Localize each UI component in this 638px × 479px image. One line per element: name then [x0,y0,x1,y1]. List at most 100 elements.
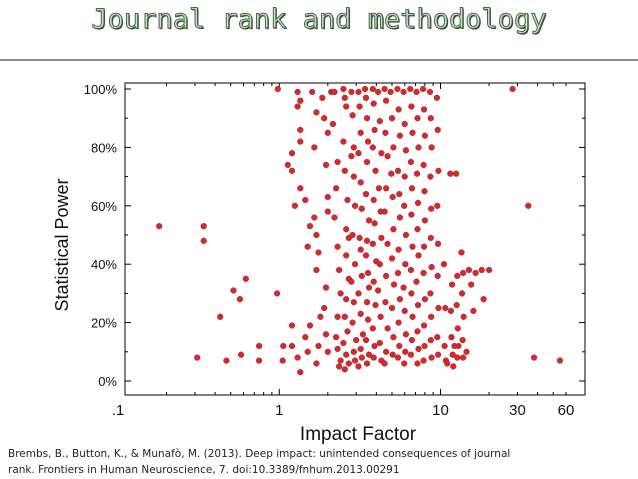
data-point [401,173,408,180]
data-point [297,126,304,133]
data-point [288,342,296,350]
data-point [427,337,434,344]
data-point [349,112,356,119]
data-point [337,290,344,297]
data-point [434,202,441,209]
data-point [357,246,364,253]
data-point [434,272,441,280]
y-axis-ticks [125,88,585,382]
data-point [414,115,421,122]
data-point [364,138,372,145]
data-point [376,117,383,125]
data-point [365,351,373,358]
data-point [394,85,401,93]
data-point [396,342,403,350]
data-point [460,354,467,361]
data-point [156,223,163,230]
data-point [415,144,422,151]
data-point [362,337,370,344]
data-point [470,307,477,315]
x-tick-label: 30 [509,402,526,419]
x-tick-label: 10 [432,402,449,419]
data-point [334,313,341,320]
data-point [349,319,356,326]
data-point [350,173,357,180]
data-point [357,179,364,186]
data-point [340,85,347,93]
data-point [350,348,357,355]
data-point [509,85,516,93]
data-point [407,158,415,166]
data-point [377,313,384,320]
data-point [336,363,343,370]
data-point [383,348,390,355]
citation: Brembs, B., Button, K., & Munafò, M. (20… [8,446,633,478]
slide-title: Journal rank and methodology [91,4,547,36]
data-point [378,150,385,157]
data-point [343,226,350,233]
data-point [387,88,394,96]
data-point [396,296,404,303]
data-point [369,325,376,332]
data-point [230,287,237,294]
data-point [414,226,421,233]
data-point [420,85,427,93]
data-point [426,88,434,96]
data-point [315,249,322,256]
data-point [383,97,390,104]
data-point [329,120,337,128]
plot-frame [124,82,586,396]
data-point [421,132,429,139]
data-point [420,322,428,329]
y-tick-label: 100% [84,82,118,97]
data-point [390,334,397,341]
data-point [428,313,435,320]
data-point [428,354,435,361]
data-point [348,278,355,285]
y-tick-label: 0% [98,374,117,389]
data-point [409,129,416,136]
data-point [463,348,470,355]
data-point [291,202,299,209]
data-point [383,272,390,280]
data-point [427,290,434,297]
y-axis-tick-labels: 0% 20% 40% 60% 80% 100% [84,82,118,389]
data-point [388,255,396,262]
data-point [279,357,286,364]
citation-line-1: Brembs, B., Button, K., & Munafò, M. (20… [8,448,511,460]
data-point [297,369,304,376]
data-point [359,331,367,338]
data-point [341,94,348,101]
data-point [396,132,404,139]
data-point [324,129,331,136]
data-point [370,196,377,204]
data-point [274,85,281,93]
data-point [395,319,402,326]
data-point [356,103,363,110]
data-point [448,334,455,341]
data-point [194,354,201,361]
title-divider [0,59,638,61]
data-point [384,325,391,332]
data-point [480,296,487,303]
data-point [371,126,378,133]
data-point [348,153,355,160]
data-point [375,287,382,294]
y-tick-label: 80% [91,140,117,155]
data-point [459,290,466,297]
data-point [408,185,416,192]
data-point [414,302,422,309]
data-point [370,354,377,361]
data-point [341,167,348,174]
data-point [274,290,281,297]
data-point [401,360,408,367]
data-point [324,348,331,355]
data-point [375,88,382,96]
data-point [408,103,415,110]
data-point [421,188,428,195]
data-point [530,354,538,361]
data-point [343,252,350,259]
data-point [395,106,402,113]
data-point [288,150,296,157]
data-point [364,269,372,277]
